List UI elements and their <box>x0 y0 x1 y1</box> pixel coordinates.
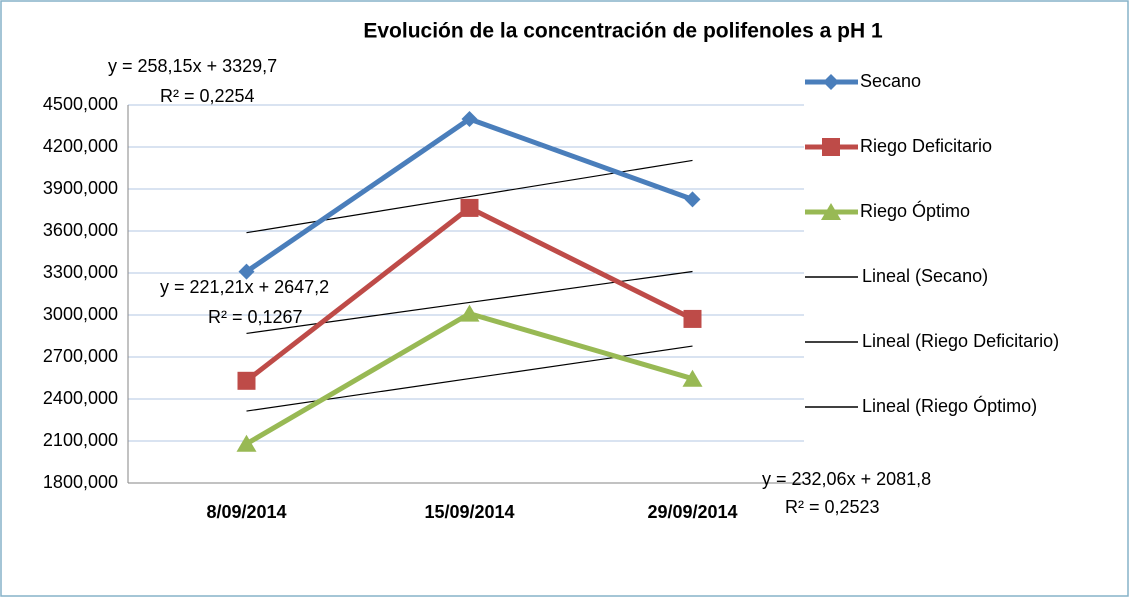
marker <box>237 371 256 390</box>
y-tick-label: 3300,000 <box>43 262 118 282</box>
x-tick-label: 8/09/2014 <box>206 502 286 522</box>
marker <box>238 263 255 280</box>
legend-label: Secano <box>860 71 921 91</box>
marker <box>822 138 840 156</box>
trendline-equation: y = 232,06x + 2081,8 <box>762 469 931 489</box>
y-tick-label: 3900,000 <box>43 178 118 198</box>
marker <box>823 74 839 90</box>
marker <box>461 111 478 127</box>
trendline-r2: R² = 0,2523 <box>785 497 880 517</box>
trendline-equation: y = 258,15x + 3329,7 <box>108 56 277 76</box>
y-tick-label: 1800,000 <box>43 472 118 492</box>
y-tick-label: 2700,000 <box>43 346 118 366</box>
marker <box>236 434 257 452</box>
y-tick-label: 4200,000 <box>43 136 118 156</box>
marker <box>684 191 701 208</box>
marker <box>682 369 703 387</box>
y-tick-label: 3000,000 <box>43 304 118 324</box>
y-tick-label: 2100,000 <box>43 430 118 450</box>
trendline-equation: y = 221,21x + 2647,2 <box>160 277 329 297</box>
y-tick-label: 3600,000 <box>43 220 118 240</box>
marker <box>459 304 480 322</box>
chart-title: Evolución de la concentración de polifen… <box>363 20 883 43</box>
legend-label: Riego Deficitario <box>860 136 992 156</box>
legend-label: Lineal (Riego Deficitario) <box>862 331 1059 351</box>
x-tick-label: 29/09/2014 <box>647 502 737 522</box>
legend-label: Lineal (Riego Óptimo) <box>862 395 1037 416</box>
y-tick-label: 4500,000 <box>43 94 118 114</box>
marker <box>460 198 479 217</box>
legend-label: Lineal (Secano) <box>862 266 988 286</box>
trendline-r2: R² = 0,1267 <box>208 307 303 327</box>
legend-label: Riego Óptimo <box>860 200 970 221</box>
x-tick-label: 15/09/2014 <box>424 502 514 522</box>
y-tick-label: 2400,000 <box>43 388 118 408</box>
trendline-r2: R² = 0,2254 <box>160 86 255 106</box>
marker <box>683 309 702 328</box>
marker <box>821 203 841 220</box>
